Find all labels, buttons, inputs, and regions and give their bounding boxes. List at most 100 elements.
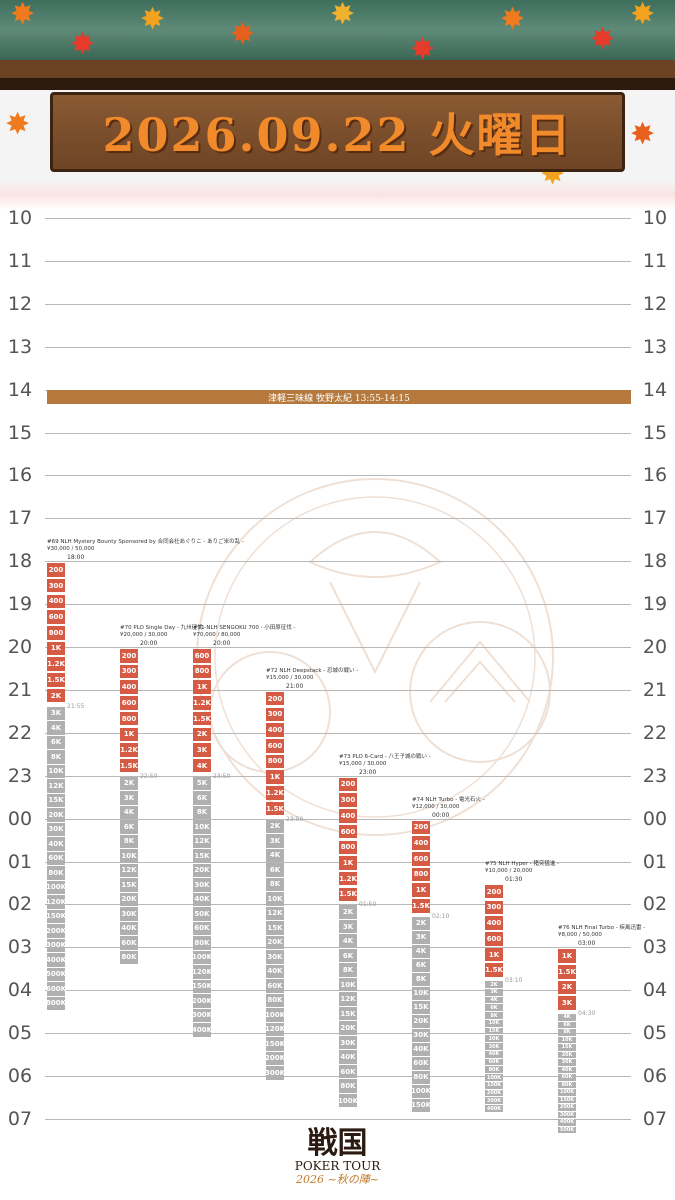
hour-label-right: 06 (642, 1065, 668, 1087)
hour-label-left: 07 (7, 1107, 33, 1130)
hour-label-left: 04 (7, 979, 33, 1002)
blind-level: 800 (339, 840, 357, 854)
event-price: ¥15,000 / 30,000 (339, 760, 387, 767)
blind-level: 2K (120, 776, 138, 791)
hour-label-left: 18 (7, 550, 33, 573)
blind-level: 40K (120, 921, 138, 936)
event-late-reg-time: 04:30 (578, 1010, 596, 1018)
blind-level: 200 (47, 563, 65, 577)
blind-level: 200 (485, 884, 503, 899)
logo-main: 戦国 (307, 1126, 368, 1161)
blind-level: 500K (46, 967, 66, 981)
blind-level: 1K (120, 727, 138, 741)
hour-label-left: 20 (7, 636, 33, 658)
blind-level: 150K (411, 1098, 431, 1112)
blind-level: 12K (339, 992, 357, 1006)
blind-level: 1K (485, 947, 503, 962)
blind-level: 60K (485, 1058, 503, 1066)
blind-level: 1.5K (47, 673, 65, 687)
blind-level: 12K (266, 906, 284, 920)
blind-level: 1.5K (485, 963, 503, 977)
hour-label-left: 03 (7, 936, 33, 959)
blind-level: 40K (485, 1050, 503, 1058)
hour-gridline (45, 218, 631, 219)
roof-beam (0, 60, 675, 80)
hour-axis-right: 10 11 12 13 14 15 16 17 18 19 20 21 22 23 00 01 02 03 04 05… (635, 0, 675, 1200)
hour-label-right: 02 (642, 893, 668, 916)
blind-level: 8K (412, 972, 430, 986)
event-title: #72 NLH Deepstack - 忍城の戦い - (266, 667, 359, 674)
blind-level: 12K (120, 863, 138, 878)
blind-level: 600K (46, 982, 66, 996)
blind-level: 600 (47, 610, 65, 624)
maple-leaf-icon: ✸ (630, 117, 656, 152)
blind-level: 60K (339, 1064, 357, 1079)
hour-gridline (45, 947, 631, 949)
event-title: #76 NLH Final Turbo - 疾風迅雷 - (558, 925, 646, 932)
blind-level: 3K (339, 919, 357, 934)
blind-level: 60K (193, 921, 211, 936)
blind-level: 1.5K (339, 887, 357, 902)
hour-label-right: 05 (642, 1022, 668, 1045)
blind-level: 1K (47, 641, 65, 656)
blind-level: 1.2K (339, 871, 357, 886)
hour-label-left: 00 (7, 807, 33, 830)
performance-banner: 津軽三味線 牧野太紀 13:55-14:15 (47, 390, 631, 404)
event-title: #73 PLO 6-Card - 八王子城の戦い - (339, 753, 431, 760)
blind-level: 10K (485, 1019, 503, 1027)
hour-label-left: 13 (7, 335, 33, 358)
hour-label-left: 12 (7, 292, 33, 315)
blind-level: 15K (120, 878, 138, 892)
blind-level: 150K (46, 909, 66, 923)
blind-level: 100K (411, 1084, 431, 1098)
blind-level: 400 (485, 916, 503, 930)
blind-level: 300K (485, 1097, 503, 1105)
blind-level: 800 (193, 664, 211, 679)
blind-level: 400K (192, 1023, 212, 1037)
hour-label-left: 06 (7, 1065, 33, 1087)
blind-level: 200 (266, 691, 284, 706)
blind-level: 150K (558, 1096, 576, 1104)
blind-level: 150K (265, 1037, 285, 1051)
blind-level: 2K (266, 819, 284, 833)
blind-level: 1K (266, 770, 284, 784)
blind-level: 40K (339, 1050, 357, 1064)
blind-level: 800 (412, 867, 430, 882)
blind-level: 100K (192, 950, 212, 965)
blind-level: 20K (266, 935, 284, 949)
blind-level: 20K (47, 808, 65, 822)
hour-label-right: 21 (642, 678, 668, 701)
event-start-time: 03:00 (578, 940, 596, 948)
hour-gridline (45, 604, 631, 606)
blind-level: 1K (558, 949, 576, 963)
hour-gridline (45, 1033, 631, 1035)
blind-level: 80K (266, 993, 284, 1007)
event-price: ¥20,000 / 30,000 (120, 632, 168, 638)
hour-label-left: 21 (7, 678, 33, 701)
blind-level: 100K (46, 880, 66, 894)
blind-level: 15K (485, 1027, 503, 1035)
blind-level: 80K (120, 950, 138, 965)
blind-level: 100K (265, 1008, 285, 1022)
blind-level: 4K (120, 805, 138, 820)
hour-gridline (45, 561, 631, 563)
blind-level: 4K (47, 721, 65, 735)
hour-gridline (45, 818, 631, 820)
blind-level: 2K (193, 727, 211, 741)
blind-level: 20K (412, 1014, 430, 1028)
blind-level: 8K (339, 963, 357, 977)
blind-level: 20K (193, 863, 211, 878)
blind-level: 10K (120, 849, 138, 863)
hour-label-left: 14 (7, 378, 33, 401)
blind-level: 150K (485, 1081, 503, 1089)
blind-level: 300K (192, 1008, 212, 1023)
blind-level: 60K (47, 851, 65, 865)
maple-leaf-icon: ✸ (330, 0, 356, 32)
blind-level: 2K (485, 981, 503, 988)
blind-level: 80K (558, 1081, 576, 1089)
hour-label-right: 15 (642, 421, 668, 444)
event-start-time: 21:00 (286, 682, 304, 690)
blind-level: 150K (192, 979, 212, 994)
event-price: ¥12,000 / 30,000 (412, 803, 460, 810)
hour-gridline (45, 861, 631, 863)
